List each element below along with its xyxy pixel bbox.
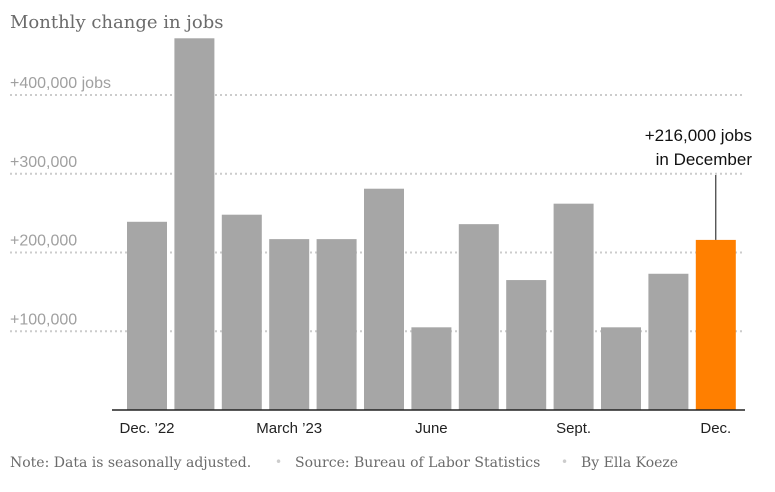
- bars: [127, 38, 736, 411]
- bar: [127, 221, 167, 410]
- annotation-label: +216,000 jobs: [645, 126, 752, 145]
- bar: [221, 214, 262, 410]
- bar: [553, 203, 594, 410]
- bar: [174, 38, 215, 411]
- bar: [458, 224, 499, 410]
- footer-separator: •: [561, 455, 568, 469]
- y-axis-tick-labels: +100,000 +200,000 +300,000 +400,000 jobs: [10, 75, 111, 328]
- footer: Note: Data is seasonally adjusted. • Sou…: [10, 455, 678, 471]
- y-tick-label: +300,000: [10, 154, 77, 171]
- bar: [506, 280, 547, 410]
- bar: [269, 239, 310, 410]
- footer-note: Note: Data is seasonally adjusted.: [10, 455, 251, 471]
- annotation-label: in December: [656, 150, 753, 169]
- annotation: +216,000 jobs in December: [645, 126, 753, 240]
- bar: [601, 327, 641, 410]
- x-axis-tick-labels: Dec. ’22 March ’23 June Sept. Dec.: [119, 420, 731, 437]
- x-tick-label: Dec. ’22: [119, 420, 174, 437]
- x-tick-label: March ’23: [256, 420, 322, 437]
- x-tick-label: Dec.: [700, 420, 731, 437]
- y-tick-label: +100,000: [10, 311, 77, 328]
- chart-title: Monthly change in jobs: [10, 12, 223, 33]
- footer-byline: By Ella Koeze: [581, 455, 678, 471]
- highlighted-bar: [695, 239, 736, 410]
- footer-source: Source: Bureau of Labor Statistics: [295, 455, 540, 471]
- bar: [316, 239, 357, 410]
- bar: [364, 188, 404, 410]
- y-tick-label: +400,000 jobs: [10, 75, 111, 92]
- y-tick-label: +200,000: [10, 233, 77, 250]
- bar: [411, 327, 452, 410]
- bar: [648, 273, 689, 410]
- x-tick-label: Sept.: [556, 420, 591, 437]
- footer-separator: •: [275, 455, 282, 469]
- x-tick-label: June: [415, 420, 448, 437]
